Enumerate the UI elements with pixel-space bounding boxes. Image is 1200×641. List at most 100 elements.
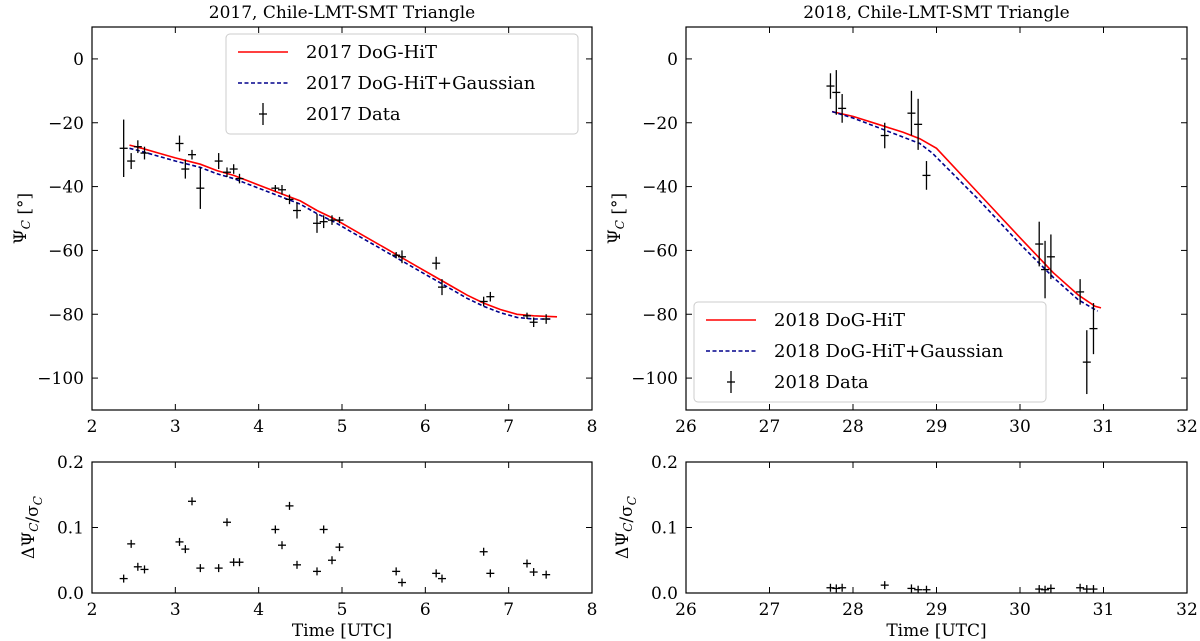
residual-point — [432, 569, 441, 578]
data-point — [542, 314, 551, 324]
series-line-2 — [129, 147, 551, 320]
chart-panel-4: 26 27 28 29 30 31 32 0.0 0.1 0.2 Time [UTC] ΔΨC/σC — [613, 453, 1198, 641]
data-point — [188, 149, 196, 160]
data-point — [832, 70, 841, 115]
data-point — [880, 122, 889, 149]
chart-panel-2: 2 3 4 5 6 7 8 0.0 0.1 0.2 Time [UTC] ΔΨC/σC — [19, 453, 597, 641]
y-tick-label: 0.2 — [651, 453, 678, 473]
x-tick-label: 27 — [759, 417, 781, 437]
data-point — [438, 279, 446, 296]
plot-area — [826, 70, 1102, 395]
x-tick-label: 26 — [675, 417, 697, 437]
residual-point — [838, 583, 847, 592]
data-point — [319, 215, 328, 229]
data-point — [432, 256, 441, 270]
data-point — [140, 146, 149, 160]
y-axis-label: ΔΨC/σC — [613, 496, 639, 559]
residual-point — [214, 564, 223, 573]
residual-point — [328, 556, 336, 565]
x-tick-label: 5 — [337, 417, 348, 437]
data-point — [838, 94, 847, 123]
residual-point — [140, 565, 149, 574]
y-axis-label: ΔΨC/σC — [19, 496, 45, 559]
x-tick-label: 29 — [926, 417, 948, 437]
residual-point — [1089, 585, 1098, 593]
residual-point — [285, 501, 294, 510]
x-tick-label: 2 — [87, 600, 98, 620]
residual-point — [235, 558, 244, 567]
data-point — [907, 90, 916, 136]
y-tick-label: −40 — [48, 178, 84, 198]
y-tick-label: 0 — [73, 50, 84, 70]
chart-title: 2017, Chile-LMT-SMT Triangle — [209, 3, 475, 23]
y-tick-label: −20 — [48, 114, 84, 134]
residual-point — [175, 537, 184, 546]
data-point — [196, 167, 205, 209]
x-tick-label: 32 — [1176, 417, 1198, 437]
data-point — [175, 135, 184, 152]
chart-panel-1: 2 3 4 5 6 7 8 0 −20 −40 −60 −80 −100 2017, Chile-LMT-… — [11, 3, 597, 437]
y-axis-label: ΨC [°] — [605, 193, 629, 244]
y-tick-label: −40 — [642, 178, 678, 198]
x-tick-label: 7 — [503, 417, 514, 437]
data-point — [1076, 279, 1085, 305]
data-point — [271, 184, 280, 192]
residual-point — [880, 581, 889, 590]
x-tick-label: 6 — [420, 417, 431, 437]
residual-point — [1082, 585, 1091, 593]
x-tick-label: 31 — [1093, 600, 1115, 620]
legend: 2018 DoG-HiT 2018 DoG-HiT+Gaussian 2018 Da… — [693, 301, 1047, 403]
x-tick-label: 8 — [587, 417, 598, 437]
x-tick-label: 30 — [1009, 600, 1031, 620]
legend-label: 2017 Data — [306, 104, 401, 125]
residual-point — [922, 585, 931, 593]
residual-point — [1046, 584, 1055, 593]
data-point — [214, 153, 223, 170]
axes-frame — [685, 461, 1188, 594]
data-point — [523, 312, 531, 320]
y-tick-label: −80 — [642, 305, 678, 325]
x-tick-label: 4 — [253, 417, 264, 437]
y-tick-label: −60 — [48, 241, 84, 261]
x-tick-label: 32 — [1176, 600, 1198, 620]
y-tick-label: 0.2 — [57, 453, 84, 473]
legend-label: 2017 DoG-HiT+Gaussian — [306, 73, 536, 94]
data-point — [1035, 221, 1044, 267]
data-point — [278, 184, 286, 195]
data-point — [285, 194, 294, 205]
series-line-2 — [831, 110, 1099, 312]
legend-label: 2018 Data — [774, 372, 869, 393]
y-tick-label: −80 — [48, 305, 84, 325]
y-tick-label: −100 — [631, 369, 678, 389]
data-point — [1041, 240, 1050, 299]
data-point — [1082, 330, 1091, 395]
data-point — [328, 215, 336, 225]
residual-point — [119, 574, 128, 583]
data-point — [398, 250, 406, 264]
residual-point — [335, 543, 344, 552]
residual-point — [1041, 585, 1050, 593]
residual-point — [832, 584, 841, 593]
data-point — [529, 317, 538, 328]
y-tick-label: −100 — [37, 369, 84, 389]
residual-point — [1035, 585, 1044, 593]
data-point — [486, 291, 495, 302]
residual-point — [293, 560, 301, 569]
residual-point — [319, 525, 328, 534]
legend-label: 2018 DoG-HiT+Gaussian — [774, 341, 1004, 362]
residual-point — [438, 574, 446, 583]
residual-point — [188, 497, 196, 506]
y-axis-label: ΨC [°] — [11, 193, 35, 244]
data-point — [133, 140, 142, 154]
residual-point — [271, 525, 280, 534]
series-line-1 — [831, 110, 1102, 309]
legend: 2017 DoG-HiT 2017 DoG-HiT+Gaussian 2017 Da… — [225, 33, 579, 135]
residual-point — [914, 585, 923, 593]
residual-point — [523, 559, 531, 568]
residual-point — [479, 547, 488, 556]
data-point — [229, 164, 238, 174]
data-point — [1089, 303, 1098, 355]
x-tick-label: 28 — [842, 417, 864, 437]
axes-frame — [685, 26, 1188, 411]
